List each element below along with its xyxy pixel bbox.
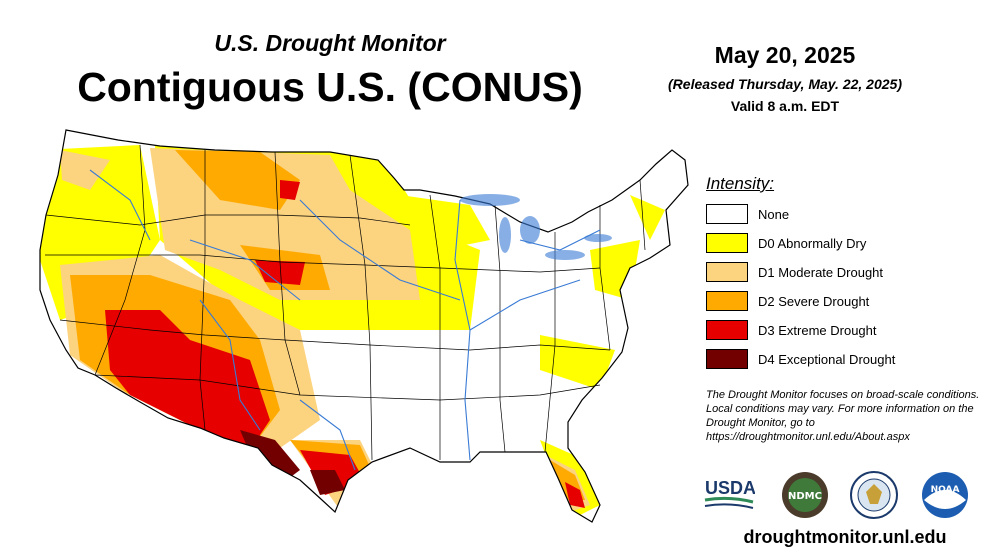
- legend-swatch: [706, 262, 748, 282]
- legend-label: D0 Abnormally Dry: [758, 235, 867, 251]
- noaa-logo-text: NOAA: [931, 485, 960, 495]
- legend-swatch: [706, 349, 748, 369]
- drought-monitor-note: The Drought Monitor focuses on broad-sca…: [706, 389, 980, 443]
- release-date: (Released Thursday, May. 22, 2025): [668, 76, 902, 92]
- state-boundaries: [45, 144, 646, 461]
- map-date: May 20, 2025: [714, 42, 856, 68]
- legend-item-none: None: [706, 203, 789, 225]
- legend-item-d2: D2 Severe Drought: [706, 290, 869, 312]
- rivers: [89, 169, 601, 471]
- legend-item-d4: D4 Exceptional Drought: [706, 348, 895, 370]
- usda-logo: USDA: [704, 478, 755, 509]
- valid-time: Valid 8 a.m. EDT: [730, 98, 840, 114]
- ndmc-logo: NDMC: [782, 472, 828, 518]
- legend-item-d0: D0 Abnormally Dry: [706, 232, 866, 254]
- legend-item-d3: D3 Extreme Drought: [706, 319, 877, 341]
- usda-logo-text: USDA: [705, 478, 755, 498]
- legend-item-d1: D1 Moderate Drought: [706, 261, 883, 283]
- ndmc-logo-text: NDMC: [788, 491, 822, 502]
- map-subtitle: U.S. Drought Monitor: [214, 30, 446, 56]
- drought-layer: [40, 145, 665, 520]
- legend-label: D3 Extreme Drought: [758, 322, 877, 338]
- legend-label: D2 Severe Drought: [758, 293, 870, 309]
- commerce-seal-logo: [850, 471, 898, 519]
- noaa-logo: NOAA: [922, 472, 968, 518]
- legend-label: D1 Moderate Drought: [758, 264, 884, 280]
- map-title: Contiguous U.S. (CONUS): [77, 64, 583, 110]
- legend-swatch: [706, 204, 748, 224]
- website-url[interactable]: droughtmonitor.unl.edu: [743, 527, 947, 547]
- legend-label: None: [758, 206, 790, 222]
- legend-swatch: [706, 291, 748, 311]
- great-lakes: [460, 194, 612, 260]
- legend-swatch: [706, 233, 748, 253]
- legend-label: D4 Exceptional Drought: [758, 351, 896, 367]
- drought-map: [39, 129, 689, 523]
- legend-swatch: [706, 320, 748, 340]
- legend-title: Intensity:: [706, 174, 775, 193]
